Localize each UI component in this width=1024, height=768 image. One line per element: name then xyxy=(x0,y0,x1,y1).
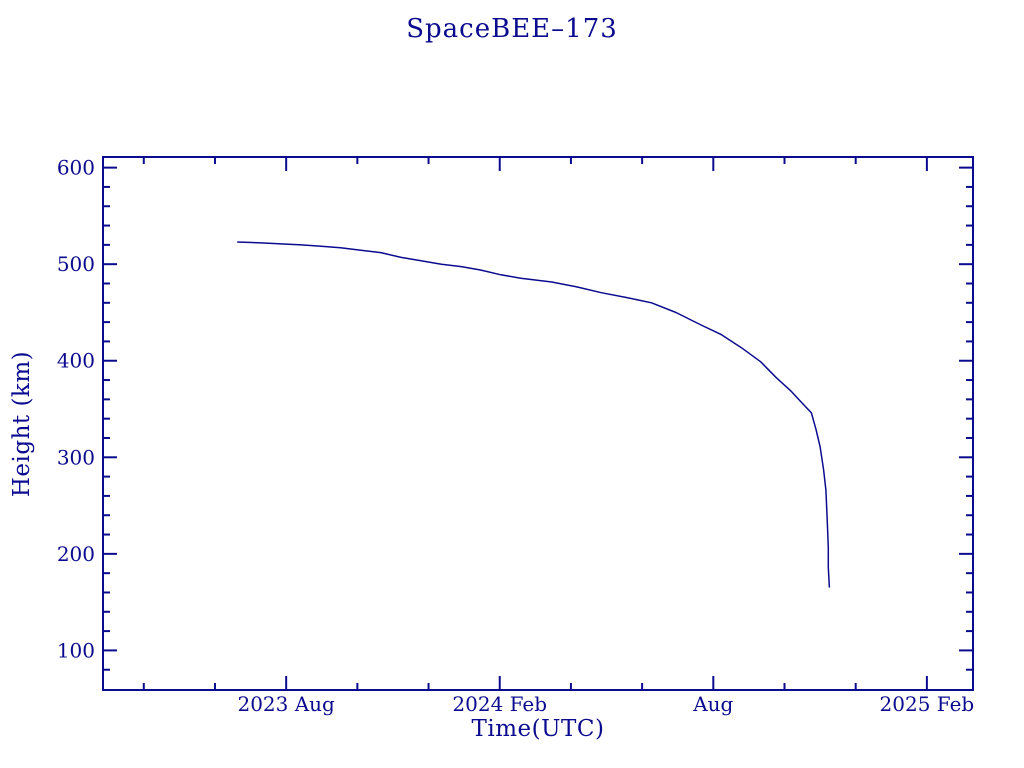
x-tick-label: 2023 Aug xyxy=(237,692,335,716)
y-tick-label: 400 xyxy=(57,349,95,373)
y-tick-label: 100 xyxy=(57,638,95,662)
plot-frame xyxy=(102,156,974,691)
y-tick-label: 300 xyxy=(57,445,95,469)
y-tick-label: 500 xyxy=(57,252,95,276)
y-tick-label: 600 xyxy=(57,156,95,180)
decay-curve xyxy=(237,241,831,588)
x-tick-label: Aug xyxy=(692,692,733,716)
x-axis-title: Time(UTC) xyxy=(471,716,605,742)
y-tick-label: 200 xyxy=(57,542,95,566)
chart-title: SpaceBEE–173 xyxy=(406,14,618,44)
x-tick-label: 2024 Feb xyxy=(452,692,547,716)
x-tick-label: 2025 Feb xyxy=(880,692,975,716)
